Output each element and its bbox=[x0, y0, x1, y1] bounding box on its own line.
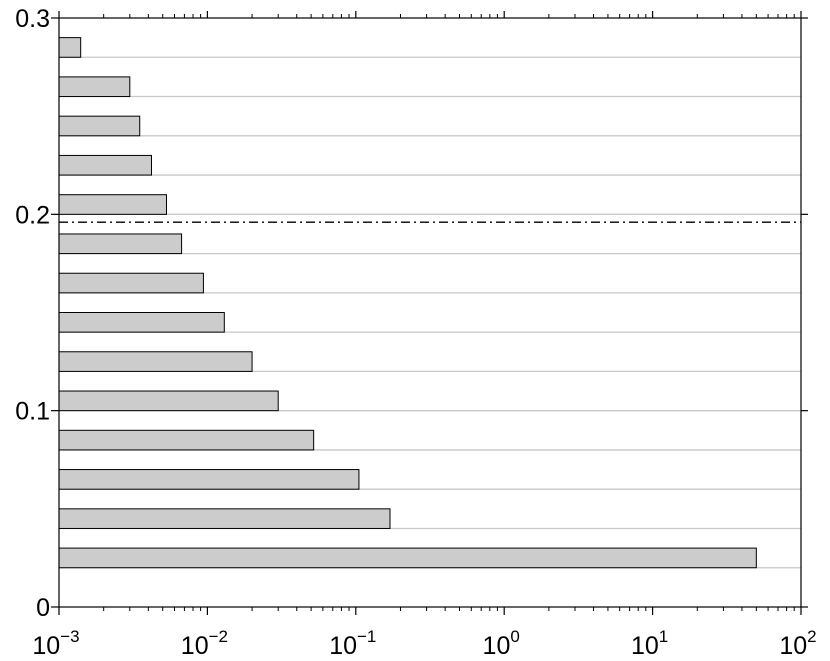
y-tick-label: 0.2 bbox=[15, 201, 50, 229]
bar-11 bbox=[58, 154, 152, 176]
y-tick-label: 0.1 bbox=[15, 398, 50, 426]
x-tick-label: 10−3 bbox=[32, 627, 79, 660]
axes bbox=[51, 11, 808, 615]
bar-3 bbox=[58, 469, 360, 490]
bar-9 bbox=[58, 233, 183, 255]
tick-labels: 0 0.1 0.2 0.3 10−3 10−2 10−1 100 101 102 bbox=[15, 5, 816, 660]
bar-8 bbox=[58, 272, 204, 294]
bar-7 bbox=[58, 312, 225, 333]
bar-13 bbox=[58, 76, 131, 98]
bar-10 bbox=[58, 194, 167, 215]
bar-4 bbox=[58, 429, 315, 451]
plot-frame bbox=[58, 17, 802, 608]
x-tick-label: 100 bbox=[483, 627, 520, 660]
x-tick-label: 101 bbox=[631, 627, 668, 660]
bar-6 bbox=[58, 351, 253, 372]
y-tick-label: 0 bbox=[36, 594, 50, 622]
y-tick-label: 0.3 bbox=[15, 5, 50, 33]
x-tick-label: 10−1 bbox=[329, 627, 376, 660]
bar-5 bbox=[58, 390, 279, 412]
x-tick-label: 102 bbox=[779, 627, 816, 660]
bar-1 bbox=[58, 547, 757, 569]
bar-14 bbox=[58, 37, 82, 58]
x-tick-label: 10−2 bbox=[181, 627, 228, 660]
bar-12 bbox=[58, 115, 141, 137]
bar-2 bbox=[58, 508, 391, 529]
bars bbox=[58, 37, 757, 569]
